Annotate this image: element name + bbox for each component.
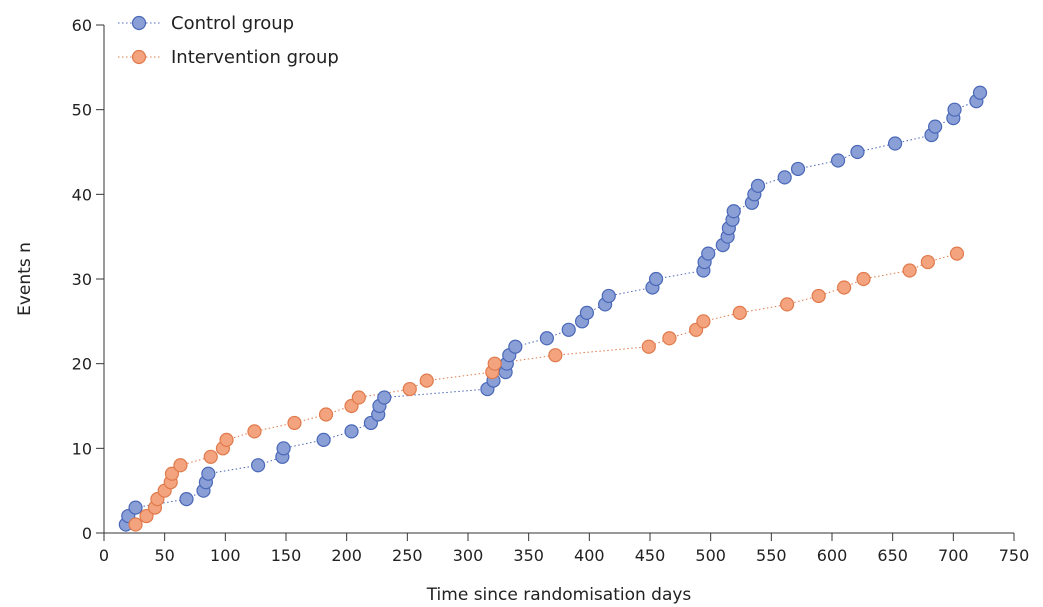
y-tick-label: 60 xyxy=(72,16,92,35)
intervention-group-point xyxy=(164,466,180,481)
y-tick-label: 0 xyxy=(82,524,92,543)
x-tick-label: 0 xyxy=(99,546,109,565)
intervention-group-point xyxy=(856,271,871,287)
control-group-point xyxy=(928,119,943,134)
y-tick-label: 10 xyxy=(72,439,92,458)
control-group-point xyxy=(830,153,846,168)
y-tick-label: 50 xyxy=(72,101,92,120)
y-tick-label: 20 xyxy=(72,355,92,374)
intervention-group-point xyxy=(287,415,302,431)
control-group-point xyxy=(344,424,359,439)
x-tick-label: 450 xyxy=(635,546,666,565)
x-tick-label: 550 xyxy=(756,546,787,565)
intervention-group-point xyxy=(173,458,188,473)
x-tick-label: 150 xyxy=(271,546,302,565)
control-group-point xyxy=(601,288,616,304)
legend-item-intervention-group: Intervention group xyxy=(118,47,339,68)
control-group-point xyxy=(179,492,194,507)
legend-label: Intervention group xyxy=(171,47,339,68)
intervention-group-point xyxy=(402,381,417,397)
intervention-group-point xyxy=(920,254,935,270)
intervention-group-point xyxy=(247,424,262,439)
intervention-group-line xyxy=(135,253,958,525)
intervention-group-point xyxy=(351,390,366,405)
intervention-group-point xyxy=(949,246,965,261)
intervention-group-point xyxy=(548,348,563,363)
x-tick-label: 650 xyxy=(877,546,908,565)
chart-legend: Control group Intervention group xyxy=(118,13,339,68)
legend-item-control-group: Control group xyxy=(118,13,294,34)
intervention-group-point xyxy=(219,432,234,447)
x-tick-label: 400 xyxy=(574,546,605,565)
control-group-point xyxy=(316,432,331,447)
control-group-point xyxy=(947,102,962,117)
x-tick-label: 600 xyxy=(817,546,848,565)
x-tick-label: 750 xyxy=(999,546,1030,565)
control-group-point xyxy=(579,305,595,320)
intervention-group-point xyxy=(641,339,656,354)
control-group-point xyxy=(777,170,792,185)
chart-axes: 0 50 100 150 200 250 300 350 400 450 500 550 600 650 7… xyxy=(72,16,1030,565)
control-group-point xyxy=(128,500,143,515)
control-group-point xyxy=(648,271,664,287)
x-axis-title: Time since randomisation days xyxy=(426,585,692,605)
intervention-group-point xyxy=(487,356,502,371)
control-group-point xyxy=(887,136,903,151)
control-group-point xyxy=(750,178,766,193)
series-points xyxy=(118,85,988,532)
control-group-point xyxy=(250,458,266,473)
x-tick-label: 300 xyxy=(453,546,484,565)
x-tick-label: 100 xyxy=(210,546,241,565)
y-axis-title: Events n xyxy=(15,242,35,316)
control-group-point xyxy=(972,85,988,100)
control-group-point xyxy=(508,339,523,354)
legend-marker xyxy=(131,49,147,65)
control-group-point xyxy=(701,246,716,261)
control-group-point xyxy=(201,466,216,481)
intervention-group-point xyxy=(139,508,154,524)
intervention-group-point xyxy=(203,449,218,464)
x-tick-label: 350 xyxy=(513,546,544,565)
x-tick-label: 500 xyxy=(695,546,726,565)
x-tick-label: 700 xyxy=(938,546,969,565)
y-tick-label: 40 xyxy=(72,185,92,204)
intervention-group-point xyxy=(732,305,747,320)
intervention-group-point xyxy=(662,331,677,346)
control-group-point xyxy=(726,204,741,219)
intervention-group-point xyxy=(837,280,852,295)
intervention-group-point xyxy=(780,297,795,312)
intervention-group-point xyxy=(419,373,434,388)
y-tick-label: 30 xyxy=(72,270,92,289)
intervention-group-point xyxy=(696,314,711,329)
control-group-point xyxy=(276,441,291,456)
intervention-group-point xyxy=(902,263,917,278)
control-group-point xyxy=(539,331,554,346)
legend-label: Control group xyxy=(171,13,294,34)
control-group-point xyxy=(790,161,806,177)
x-tick-label: 200 xyxy=(331,546,362,565)
x-tick-label: 250 xyxy=(392,546,423,565)
intervention-group-point xyxy=(128,517,143,532)
intervention-group-point xyxy=(318,407,334,422)
legend-marker xyxy=(131,15,147,31)
control-group-point xyxy=(377,390,392,405)
control-group-point xyxy=(850,144,865,160)
x-tick-label: 50 xyxy=(154,546,174,565)
control-group-point xyxy=(561,322,576,337)
intervention-group-point xyxy=(811,288,826,304)
